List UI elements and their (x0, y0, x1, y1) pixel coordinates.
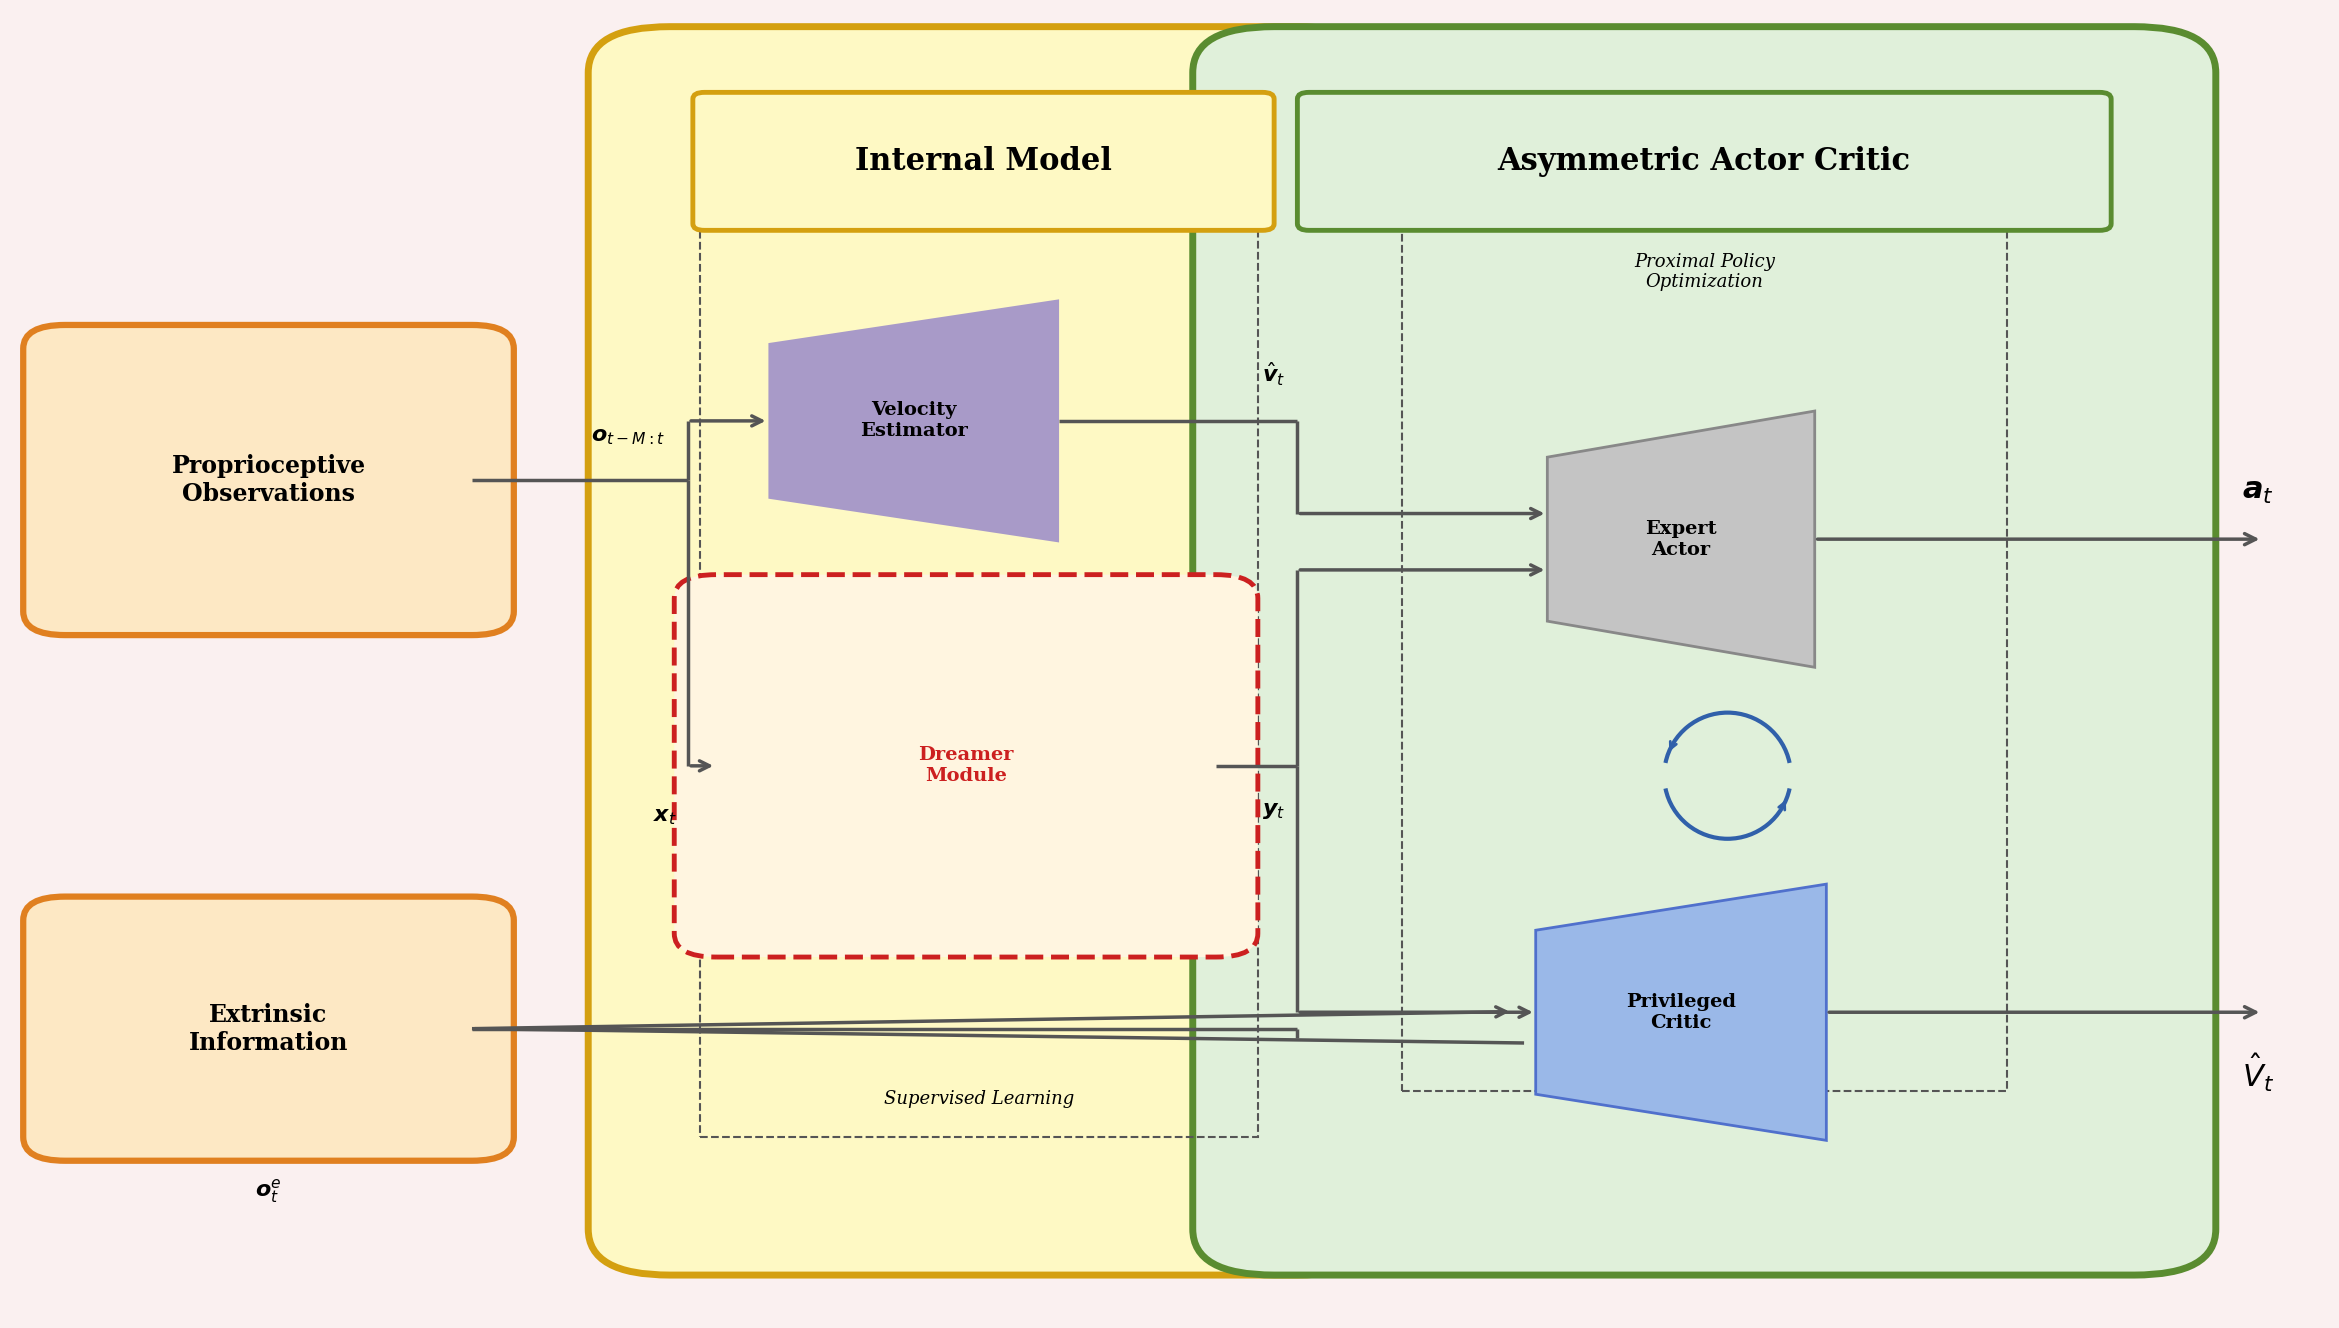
FancyBboxPatch shape (674, 575, 1258, 957)
Text: Internal Model: Internal Model (856, 146, 1111, 177)
Text: Velocity
Estimator: Velocity Estimator (861, 401, 968, 441)
Bar (699, 205, 1258, 1137)
Text: Extrinsic
Information: Extrinsic Information (189, 1003, 349, 1054)
Text: $\boldsymbol{y}_{t}$: $\boldsymbol{y}_{t}$ (1263, 798, 1286, 821)
Text: $\hat{\boldsymbol{v}}_{t}$: $\hat{\boldsymbol{v}}_{t}$ (1263, 361, 1286, 388)
FancyBboxPatch shape (23, 325, 515, 635)
FancyBboxPatch shape (692, 93, 1275, 230)
Text: $\hat{V}_{t}$: $\hat{V}_{t}$ (2241, 1052, 2274, 1094)
Text: Asymmetric Actor Critic: Asymmetric Actor Critic (1497, 146, 1911, 177)
Text: $\boldsymbol{x}_{t}$: $\boldsymbol{x}_{t}$ (653, 805, 676, 827)
Text: Supervised Learning: Supervised Learning (884, 1090, 1074, 1108)
Text: Proximal Policy
Optimization: Proximal Policy Optimization (1635, 252, 1775, 291)
Polygon shape (1537, 884, 1827, 1141)
Text: Proprioceptive
Observations: Proprioceptive Observations (171, 454, 365, 506)
FancyBboxPatch shape (1193, 27, 2215, 1275)
Text: $\boldsymbol{o}_{t}^{e}$: $\boldsymbol{o}_{t}^{e}$ (255, 1177, 281, 1204)
FancyBboxPatch shape (587, 27, 1378, 1275)
Text: $\boldsymbol{a}_{t}$: $\boldsymbol{a}_{t}$ (2243, 475, 2274, 506)
Bar (1401, 224, 2007, 1092)
FancyBboxPatch shape (1298, 93, 2112, 230)
Text: $\boldsymbol{o}_{t-M:t}$: $\boldsymbol{o}_{t-M:t}$ (592, 425, 664, 448)
Text: Expert
Actor: Expert Actor (1644, 519, 1717, 559)
Text: Privileged
Critic: Privileged Critic (1626, 993, 1736, 1032)
Polygon shape (1548, 412, 1815, 667)
Text: Dreamer
Module: Dreamer Module (919, 746, 1013, 785)
FancyBboxPatch shape (23, 896, 515, 1161)
Polygon shape (770, 299, 1060, 542)
